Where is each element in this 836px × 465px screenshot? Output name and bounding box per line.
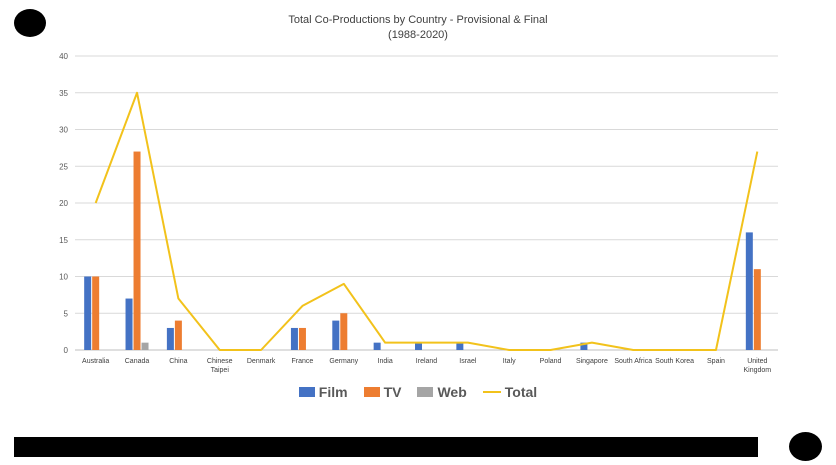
bar-film: [580, 342, 588, 350]
bar-web: [141, 342, 149, 350]
y-tick-label: 30: [59, 126, 68, 135]
chart-title: Total Co-Productions by Country - Provis…: [288, 14, 548, 26]
y-tick-label: 10: [59, 273, 68, 282]
decorative-dot-top-left: [14, 9, 46, 37]
bar-tv: [753, 269, 761, 350]
bar-tv: [133, 151, 141, 350]
x-tick-label: Kingdom: [744, 367, 772, 374]
x-tick-label: India: [378, 358, 393, 365]
x-tick-label: France: [292, 358, 314, 365]
legend-item-total: Total: [482, 384, 538, 400]
series-line-total: [94, 91, 759, 351]
chart-legend: Film TV Web Total: [0, 384, 836, 400]
legend-item-web: Web: [417, 384, 467, 400]
bar-tv: [340, 313, 348, 350]
x-tick-label: South Africa: [614, 358, 652, 365]
x-tick-label: Spain: [707, 358, 725, 365]
x-tick-label: Chinese: [207, 358, 233, 365]
x-tick-label: China: [169, 358, 187, 365]
legend-label-film: Film: [318, 384, 348, 400]
bar-tv: [92, 276, 100, 350]
y-tick-label: 25: [59, 162, 68, 171]
decorative-footer-bar: [14, 437, 758, 457]
legend-label-total: Total: [504, 384, 538, 400]
bar-tv: [298, 327, 306, 350]
bar-film: [745, 232, 753, 350]
legend-label-tv: TV: [383, 384, 402, 400]
bar-film: [166, 327, 174, 350]
x-tick-label: Ireland: [416, 358, 438, 365]
y-tick-label: 5: [64, 309, 69, 318]
legend-swatch-total: [482, 391, 501, 393]
bar-film: [332, 320, 340, 350]
y-tick-label: 0: [64, 346, 69, 355]
x-tick-label: Israel: [459, 358, 477, 365]
bar-film: [290, 327, 298, 350]
y-tick-label: 15: [59, 236, 68, 245]
x-tick-label: Poland: [540, 358, 562, 365]
legend-label-web: Web: [437, 384, 467, 400]
x-tick-label: South Korea: [655, 358, 694, 365]
x-tick-label: Canada: [125, 358, 150, 365]
bar-film: [415, 342, 422, 350]
legend-swatch-web: [417, 387, 434, 397]
bar-film: [125, 298, 133, 350]
chart-subtitle: (1988-2020): [388, 29, 448, 41]
y-tick-label: 40: [59, 52, 68, 61]
x-tick-label: Italy: [503, 358, 516, 365]
legend-item-tv: TV: [363, 384, 402, 400]
x-tick-label: Germany: [329, 358, 358, 365]
x-tick-label: Denmark: [247, 358, 276, 365]
bar-film: [84, 276, 92, 350]
x-tick-label: Taipei: [211, 367, 230, 374]
y-tick-label: 20: [59, 199, 68, 208]
x-tick-label: Singapore: [576, 358, 608, 365]
y-tick-label: 35: [59, 89, 68, 98]
legend-swatch-tv: [363, 387, 380, 397]
bar-tv: [174, 320, 182, 350]
legend-item-film: Film: [298, 384, 348, 400]
x-tick-label: United: [747, 358, 767, 365]
legend-swatch-film: [298, 387, 315, 397]
x-tick-label: Australia: [82, 358, 109, 365]
bar-film: [373, 342, 381, 350]
decorative-dot-bottom-right: [789, 432, 822, 461]
bar-film: [456, 342, 464, 350]
